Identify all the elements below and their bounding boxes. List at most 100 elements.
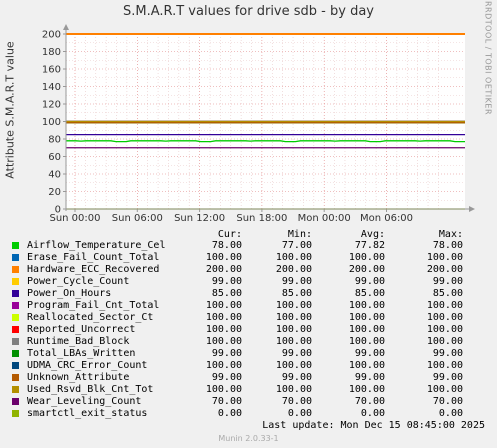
legend-series-name: Runtime_Bad_Block: [27, 336, 130, 347]
x-axis-arrow: [469, 206, 475, 212]
legend-header-cur: Cur:: [217, 229, 242, 240]
legend-row: Reported_Uncorrect 100.00 100.00 100.00 100.…: [12, 324, 492, 336]
legend-value-max: 0.00: [438, 408, 463, 419]
legend-row: Program_Fail_Cnt_Total 100.00 100.00 100.00…: [12, 300, 492, 312]
legend-value-cur: 100.00: [205, 384, 242, 395]
legend-value-max: 100.00: [426, 312, 463, 323]
legend-value-max: 99.00: [432, 348, 463, 359]
legend-series-name: Airflow_Temperature_Cel: [27, 240, 166, 251]
legend-row: Used_Rsvd_Blk_Cnt_Tot 100.00 100.00 100.00 1…: [12, 384, 492, 396]
legend-value-min: 0.00: [287, 408, 312, 419]
legend-header-max: Max:: [438, 229, 463, 240]
x-tick-label: Sun 06:00: [112, 213, 163, 224]
y-tick-label: 100: [42, 117, 61, 128]
legend-series-name: Power_On_Hours: [27, 288, 112, 299]
chart-title: S.M.A.R.T values for drive sdb - by day: [123, 4, 374, 19]
legend-value-max: 100.00: [426, 360, 463, 371]
legend-value-min: 77.00: [281, 240, 312, 251]
legend-swatch: [12, 398, 19, 405]
legend-swatch: [12, 266, 19, 273]
legend-swatch: [12, 290, 19, 297]
y-tick-label: 40: [48, 170, 61, 181]
legend-value-min: 100.00: [275, 324, 312, 335]
legend-value-avg: 99.00: [354, 348, 385, 359]
legend-header-avg: Avg:: [360, 229, 385, 240]
y-tick-label: 200: [42, 30, 61, 41]
legend-value-max: 200.00: [426, 264, 463, 275]
legend-value-cur: 100.00: [205, 336, 242, 347]
legend-value-min: 85.00: [281, 288, 312, 299]
munin-version: Munin 2.0.33-1: [218, 434, 279, 443]
legend-swatch: [12, 314, 19, 321]
legend-value-avg: 100.00: [348, 360, 385, 371]
legend-value-max: 100.00: [426, 336, 463, 347]
legend-value-min: 70.00: [281, 396, 312, 407]
x-tick-label: Sun 00:00: [49, 213, 100, 224]
legend-value-avg: 100.00: [348, 252, 385, 263]
legend-value-cur: 85.00: [211, 288, 242, 299]
legend-header-min: Min:: [287, 229, 312, 240]
legend-series-name: Erase_Fail_Count_Total: [27, 252, 160, 263]
legend-swatch: [12, 350, 19, 357]
legend-value-max: 100.00: [426, 252, 463, 263]
legend-value-cur: 100.00: [205, 252, 242, 263]
legend-series-name: Unknown_Attribute: [27, 372, 130, 383]
legend-value-max: 100.00: [426, 384, 463, 395]
legend-value-cur: 100.00: [205, 300, 242, 311]
legend-value-max: 70.00: [432, 396, 463, 407]
legend-swatch: [12, 278, 19, 285]
legend-value-avg: 200.00: [348, 264, 385, 275]
legend-value-avg: 100.00: [348, 312, 385, 323]
legend-series-name: Total_LBAs_Written: [27, 348, 136, 359]
x-tick-label: Sun 18:00: [236, 213, 287, 224]
legend-value-max: 85.00: [432, 288, 463, 299]
legend-value-max: 100.00: [426, 300, 463, 311]
legend-value-min: 100.00: [275, 360, 312, 371]
legend-row: Unknown_Attribute 99.00 99.00 99.00 99.00: [12, 372, 492, 384]
legend-swatch: [12, 254, 19, 261]
legend-swatch: [12, 386, 19, 393]
legend-value-min: 100.00: [275, 300, 312, 311]
legend-row: Power_Cycle_Count 99.00 99.00 99.00 99.00: [12, 276, 492, 288]
legend-value-cur: 99.00: [211, 276, 242, 287]
legend-swatch: [12, 242, 19, 249]
legend-value-avg: 100.00: [348, 384, 385, 395]
x-tick-label: Mon 00:00: [298, 213, 351, 224]
y-tick-label: 20: [48, 187, 61, 198]
legend-value-max: 100.00: [426, 324, 463, 335]
legend-swatch: [12, 362, 19, 369]
y-tick-label: 140: [42, 82, 61, 93]
last-update: Last update: Mon Dec 15 08:45:00 2025: [262, 420, 485, 431]
y-tick-label: 160: [42, 65, 61, 76]
legend-value-avg: 100.00: [348, 300, 385, 311]
y-tick-label: 60: [48, 152, 61, 163]
plot-area: 0 20 40 60 80 100 120 140 160 180 200 Sun 00:00 Sun …: [42, 24, 475, 224]
legend-value-avg: 99.00: [354, 372, 385, 383]
legend-value-avg: 100.00: [348, 324, 385, 335]
legend-swatch: [12, 374, 19, 381]
y-tick-label: 120: [42, 100, 61, 111]
x-tick-label: Sun 12:00: [174, 213, 225, 224]
legend-value-min: 100.00: [275, 312, 312, 323]
legend-series-name: Power_Cycle_Count: [27, 276, 130, 287]
legend-row: Reallocated_Sector_Ct 100.00 100.00 100.00 1…: [12, 312, 492, 324]
legend-row: Hardware_ECC_Recovered 200.00 200.00 200.00…: [12, 264, 492, 276]
legend-value-cur: 99.00: [211, 348, 242, 359]
legend-value-min: 99.00: [281, 372, 312, 383]
legend-row: Runtime_Bad_Block 100.00 100.00 100.00 100.0…: [12, 336, 492, 348]
legend-swatch: [12, 338, 19, 345]
legend-series-name: Program_Fail_Cnt_Total: [27, 300, 160, 311]
legend-value-avg: 100.00: [348, 336, 385, 347]
legend-value-avg: 77.82: [354, 240, 385, 251]
legend-row: Airflow_Temperature_Cel 78.00 77.00 77.82 78…: [12, 240, 492, 252]
legend-value-cur: 99.00: [211, 372, 242, 383]
series-line-Airflow_Temperature_Cel: [66, 140, 465, 143]
legend-swatch: [12, 326, 19, 333]
y-tick-label: 80: [48, 135, 61, 146]
legend-value-cur: 200.00: [205, 264, 242, 275]
legend-value-avg: 99.00: [354, 276, 385, 287]
legend-value-avg: 70.00: [354, 396, 385, 407]
legend-value-min: 100.00: [275, 384, 312, 395]
legend-row: Total_LBAs_Written 99.00 99.00 99.00 99.00: [12, 348, 492, 360]
y-axis-arrow: [63, 24, 69, 30]
